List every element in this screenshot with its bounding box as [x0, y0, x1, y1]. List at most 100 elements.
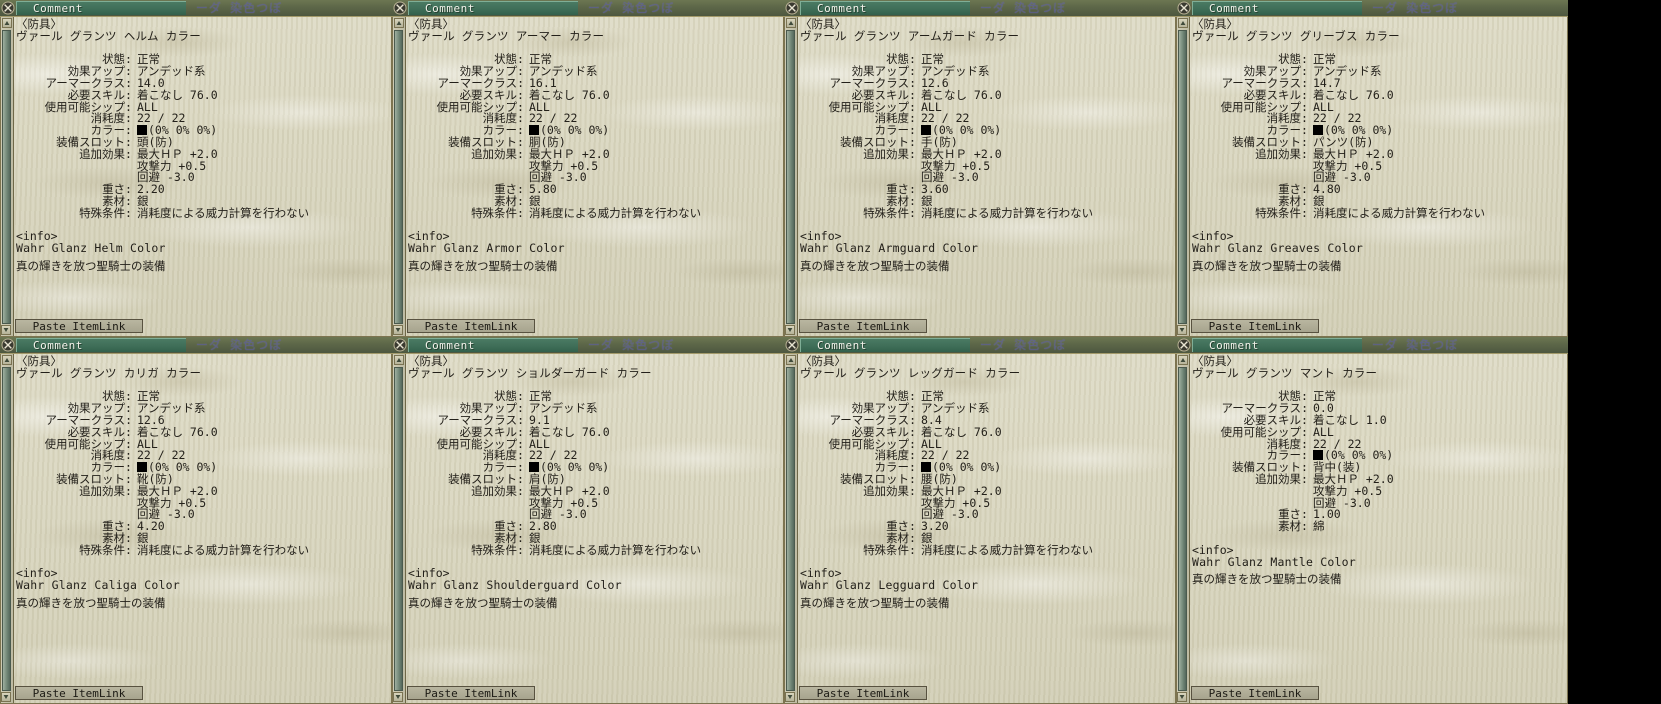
stat-value: 最大ＨＰ +2.0: [137, 483, 218, 498]
stat-row: アーマークラス: 14.7: [1190, 77, 1565, 90]
item-detail-text: 〈防具〉 ヴァール グランツ カリガ カラー 状態: 正常 効果アップ: アンデッド系 アー…: [14, 354, 389, 703]
item-name-english: Wahr Glanz Mantle Color: [1192, 554, 1356, 569]
close-circle-icon[interactable]: [393, 338, 407, 352]
scrollbar-thumb[interactable]: [1178, 367, 1187, 691]
paste-itemlink-button[interactable]: Paste ItemLink: [1191, 319, 1319, 333]
color-swatch-icon: [137, 462, 147, 473]
paste-itemlink-button[interactable]: Paste ItemLink: [407, 686, 535, 700]
scroll-up-arrow-icon[interactable]: [394, 355, 404, 365]
item-name-english: Wahr Glanz Caliga Color: [16, 578, 180, 593]
stat-value: (0% 0% 0%): [524, 124, 609, 137]
scrollbar-thumb[interactable]: [2, 30, 11, 324]
stat-row: 必要スキル: 着こなし 76.0: [14, 89, 389, 102]
stat-row: 重さ: 2.80: [406, 520, 781, 533]
stat-row: 攻撃力 +0.5: [798, 160, 1173, 173]
scrollbar-thumb[interactable]: [2, 367, 11, 691]
scroll-down-arrow-icon[interactable]: [1177, 692, 1187, 702]
paste-itemlink-button[interactable]: Paste ItemLink: [799, 319, 927, 333]
window-title-label: Comment: [817, 339, 867, 352]
stat-row: 効果アップ: アンデッド系: [798, 402, 1173, 415]
close-circle-icon[interactable]: [1, 1, 15, 15]
title-bar[interactable]: Comment ホーム ルコ ーダ 染色つぼ: [784, 337, 1176, 354]
scrollbar-thumb[interactable]: [786, 367, 795, 691]
stat-label: アーマークラス:: [45, 412, 132, 427]
title-bar[interactable]: Comment ホーム ルコ ーダ 染色つぼ: [1176, 337, 1568, 354]
window-title-tab[interactable]: Comment: [800, 338, 970, 352]
scroll-down-arrow-icon[interactable]: [1177, 325, 1187, 335]
scroll-up-arrow-icon[interactable]: [2, 18, 12, 28]
stat-label: 装備スロット:: [56, 471, 132, 486]
spacer-line: [1190, 43, 1565, 55]
scroll-down-arrow-icon[interactable]: [1, 692, 11, 702]
stat-value: 正常: [1313, 52, 1336, 67]
stat-row: 追加効果: 最大ＨＰ +2.0: [14, 483, 389, 498]
scrollbar-thumb[interactable]: [1178, 30, 1187, 324]
title-bar[interactable]: Comment ホーム ルコ ーダ 染色つぼ: [1176, 0, 1568, 17]
scroll-down-arrow-icon[interactable]: [393, 325, 403, 335]
scrollbar-thumb[interactable]: [394, 367, 403, 691]
vertical-scrollbar[interactable]: [1, 354, 14, 703]
window-title-tab[interactable]: Comment: [408, 1, 578, 15]
scrollbar-thumb[interactable]: [786, 30, 795, 324]
vertical-scrollbar[interactable]: [785, 354, 798, 703]
window-title-tab[interactable]: Comment: [16, 338, 186, 352]
vertical-scrollbar[interactable]: [785, 17, 798, 336]
vertical-scrollbar[interactable]: [1177, 354, 1190, 703]
paste-itemlink-button[interactable]: Paste ItemLink: [407, 319, 535, 333]
scrollbar-thumb[interactable]: [394, 30, 403, 324]
window-title-tab[interactable]: Comment: [408, 338, 578, 352]
title-bar[interactable]: Comment ホーム ルコ ーダ 染色つぼ: [0, 0, 392, 17]
paste-itemlink-button[interactable]: Paste ItemLink: [1191, 686, 1319, 700]
close-circle-icon[interactable]: [393, 1, 407, 15]
close-circle-icon[interactable]: [785, 338, 799, 352]
stat-label: 必要スキル:: [851, 424, 916, 439]
window-title-tab[interactable]: Comment: [1192, 338, 1362, 352]
vertical-scrollbar[interactable]: [1, 17, 14, 336]
stat-row: 装備スロット: 靴(防): [14, 471, 389, 486]
vertical-scrollbar[interactable]: [1177, 17, 1190, 336]
stat-row: 必要スキル: 着こなし 76.0: [1190, 89, 1565, 102]
scroll-up-arrow-icon[interactable]: [1178, 18, 1188, 28]
vertical-scrollbar[interactable]: [393, 354, 406, 703]
window-title-tab[interactable]: Comment: [800, 1, 970, 15]
close-circle-icon[interactable]: [1177, 1, 1191, 15]
title-bar[interactable]: Comment ホーム ルコ ーダ 染色つぼ: [392, 337, 784, 354]
stat-row: 消耗度: 22 / 22: [798, 113, 1173, 125]
window-title-tab[interactable]: Comment: [16, 1, 186, 15]
scroll-up-arrow-icon[interactable]: [2, 355, 12, 365]
stat-row: 回避 -3.0: [798, 172, 1173, 184]
scroll-down-arrow-icon[interactable]: [785, 692, 795, 702]
stat-label: 必要スキル:: [459, 87, 524, 102]
stat-row: 装備スロット: 腰(防): [798, 473, 1173, 486]
stat-value: 22 / 22: [137, 448, 186, 463]
window-title-tab[interactable]: Comment: [1192, 1, 1362, 15]
stat-value: 消耗度による威力計算を行わない: [137, 205, 310, 220]
title-bar[interactable]: Comment ホーム ルコ ーダ 染色つぼ: [392, 0, 784, 17]
scroll-up-arrow-icon[interactable]: [1178, 355, 1188, 365]
stat-label: 重さ:: [102, 182, 132, 197]
scroll-up-arrow-icon[interactable]: [786, 18, 796, 28]
scroll-up-arrow-icon[interactable]: [786, 355, 796, 365]
scroll-down-arrow-icon[interactable]: [393, 692, 403, 702]
scroll-down-arrow-icon[interactable]: [1, 325, 11, 335]
item-name: ヴァール グランツ カリガ カラー: [16, 365, 202, 380]
stat-label: 装備スロット:: [56, 134, 132, 149]
stat-value: 最大ＨＰ +2.0: [137, 146, 218, 161]
title-bar[interactable]: Comment ホーム ルコ ーダ 染色つぼ: [0, 337, 392, 354]
close-circle-icon[interactable]: [785, 1, 799, 15]
stat-row: 消耗度: 22 / 22: [14, 450, 389, 462]
paste-itemlink-button[interactable]: Paste ItemLink: [15, 686, 143, 700]
item-category: 〈防具〉: [800, 354, 846, 368]
window-title-label: Comment: [33, 339, 83, 352]
title-bar[interactable]: Comment ホーム ルコ ーダ 染色つぼ: [784, 0, 1176, 17]
paste-itemlink-button[interactable]: Paste ItemLink: [15, 319, 143, 333]
close-circle-icon[interactable]: [1, 338, 15, 352]
scroll-down-arrow-icon[interactable]: [785, 325, 795, 335]
color-value-text: (0% 0% 0%): [932, 123, 1002, 138]
vertical-scrollbar[interactable]: [393, 17, 406, 336]
close-circle-icon[interactable]: [1177, 338, 1191, 352]
paste-itemlink-button[interactable]: Paste ItemLink: [799, 686, 927, 700]
scroll-up-arrow-icon[interactable]: [394, 18, 404, 28]
stat-label: 素材:: [102, 193, 132, 208]
stat-value: アンデッド系: [137, 64, 206, 79]
